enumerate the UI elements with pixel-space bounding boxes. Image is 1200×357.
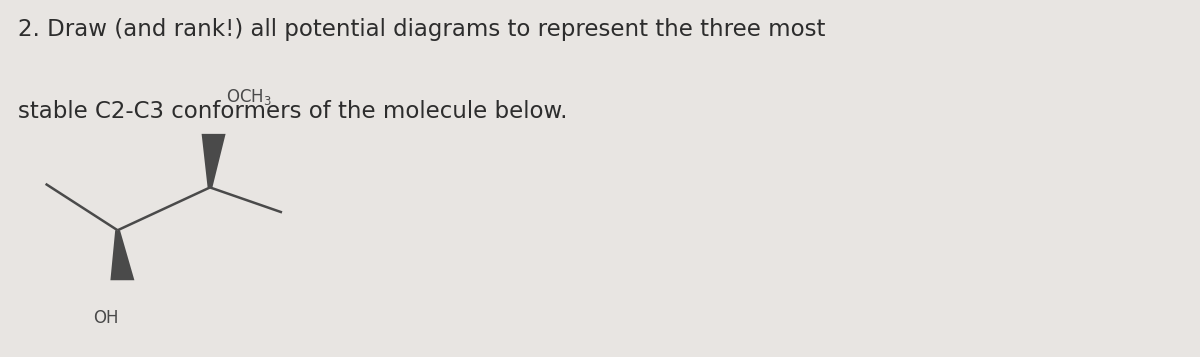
Polygon shape	[202, 134, 226, 187]
Text: 2. Draw (and rank!) all potential diagrams to represent the three most: 2. Draw (and rank!) all potential diagra…	[18, 18, 826, 41]
Text: OCH$_3$: OCH$_3$	[226, 87, 271, 107]
Text: stable C2-C3 conformers of the molecule below.: stable C2-C3 conformers of the molecule …	[18, 100, 568, 123]
Polygon shape	[110, 230, 134, 280]
Text: OH: OH	[92, 309, 119, 327]
